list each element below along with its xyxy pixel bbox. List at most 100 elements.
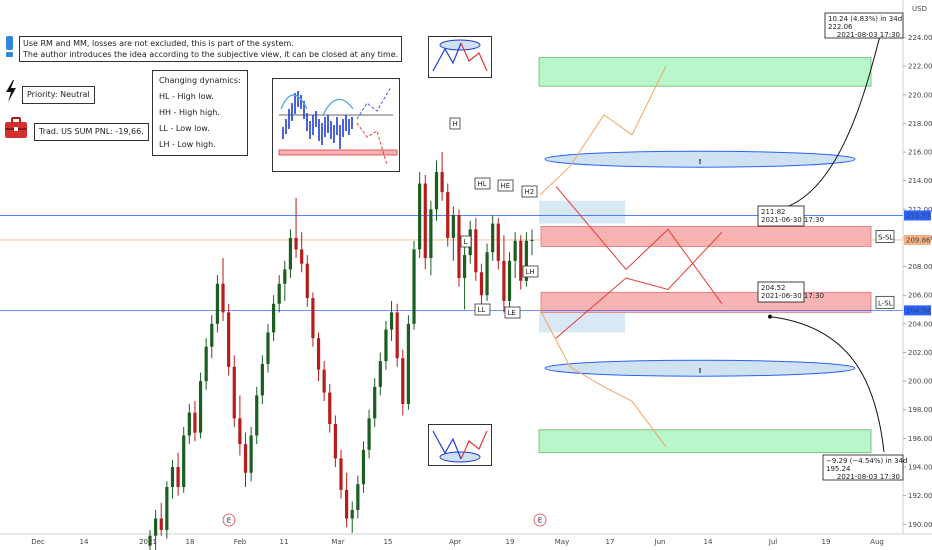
dynamics-box[interactable]: Changing dynamics: HL - High low. HH - H… (152, 70, 248, 156)
candle-body (451, 215, 455, 238)
y-tick-label: 220.00 (908, 91, 932, 99)
candle-body (474, 229, 478, 273)
short-sl-zone (540, 226, 872, 247)
candle-body (232, 366, 236, 419)
candle-body (187, 412, 191, 436)
candle-body (530, 239, 534, 241)
swing-label-le: LE (504, 306, 521, 319)
earnings-text: E (538, 517, 542, 525)
swing-label-bg (521, 185, 538, 198)
candle-body (221, 283, 225, 313)
candle-body (401, 358, 405, 405)
y-tick-label: 192.00 (908, 492, 932, 500)
x-tick-label: Jun (654, 538, 666, 546)
candle-body (412, 249, 416, 324)
candle-body (395, 312, 399, 359)
swing-label-text: H2 (525, 188, 535, 196)
candle-body (294, 237, 298, 250)
measure-box-top-text: 222.06 (828, 23, 853, 31)
candle-body (255, 395, 259, 436)
y-tick-label: 190.00 (908, 521, 932, 529)
x-tick-label: 14 (704, 538, 713, 546)
swing-label-text: LE (508, 309, 516, 317)
y-tick-label: 198.00 (908, 406, 932, 414)
earnings-circle (533, 513, 547, 527)
dynamics-title: Changing dynamics: (159, 76, 241, 85)
candle-body (356, 484, 360, 510)
swing-label-text: LH (526, 268, 535, 276)
price-badge (904, 234, 931, 245)
x-tick-label: 17 (606, 538, 615, 546)
price-badge (904, 210, 931, 221)
candle-body (182, 435, 186, 488)
x-tick-label: Feb (234, 538, 247, 546)
candle-body (249, 435, 253, 473)
info-icon (6, 36, 13, 57)
candle-body (165, 487, 169, 530)
swing-label-bg (474, 303, 491, 316)
y-tick-label: 212.00 (908, 206, 932, 214)
x-tick-label: Aug (870, 538, 884, 546)
l-sl-tag: L-SL (875, 295, 895, 309)
swing-label-text: HL (478, 180, 487, 188)
swing-label-bg (460, 235, 472, 248)
candle-body (378, 361, 382, 387)
currency-label: USD (912, 5, 927, 13)
y-tick-label: 204.00 (908, 320, 932, 328)
priority-label[interactable]: Priority: Neutral (22, 86, 95, 104)
price-scale[interactable] (903, 0, 932, 534)
candle-body (462, 255, 467, 279)
info-note-line2: The author introduces the idea according… (23, 50, 399, 59)
x-tick-label: Jul (768, 538, 778, 546)
info-note-line1: Use RM and MM, losses are not excluded, … (23, 39, 294, 48)
y-tick-label: 196.00 (908, 435, 932, 443)
swing-label-bg (522, 265, 539, 278)
swing-label-text: HE (501, 182, 511, 190)
candle-body (429, 209, 433, 258)
candle-body (384, 329, 388, 362)
level-box-lower-text: 2021-06-30 17:30 (761, 292, 824, 300)
measure-anchor-bottom (768, 314, 772, 319)
alert-exclamation: ! (698, 367, 701, 375)
candle-body (457, 215, 461, 279)
candle-body (333, 424, 337, 459)
blue-zone-lower (539, 309, 625, 333)
candles-group (148, 152, 534, 550)
level-box-lower-text: 204.52 (761, 284, 786, 292)
candle-body (423, 183, 427, 258)
pnl-label[interactable]: Trad. US SUM PNL: -19,66. (34, 123, 149, 141)
y-tick-label: 208.00 (908, 263, 932, 271)
alert-exclamation: ! (698, 158, 701, 166)
long-scenario-path (555, 231, 723, 339)
y-tick-label: 218.00 (908, 120, 932, 128)
candle-body (260, 363, 264, 396)
pattern-inset (272, 78, 400, 172)
candle-body (227, 312, 231, 367)
info-note[interactable]: Use RM and MM, losses are not excluded, … (19, 36, 403, 62)
x-tick-label: 11 (280, 538, 289, 546)
candle-body (524, 240, 528, 281)
candle-body (300, 249, 304, 264)
measure-box-top-text: 2021-08-03 17:30 (837, 31, 900, 39)
candle-body (485, 252, 489, 296)
candle-body (350, 509, 354, 519)
swing-label-bg (474, 177, 491, 190)
target-zone-bottom (538, 429, 872, 454)
swing-label-bg (504, 306, 521, 319)
candle-body (283, 269, 287, 284)
s-sl-tag-text: S-SL (878, 234, 893, 242)
dynamics-item: HL - High low. (159, 92, 214, 101)
candle-body (328, 392, 332, 425)
swing-label-he: HE (497, 179, 514, 192)
swing-label-text: LL (478, 306, 486, 314)
candle-body (418, 183, 422, 250)
candle-body (243, 444, 248, 473)
alert-ellipse-bottom (544, 359, 856, 377)
y-tick-label: 194.00 (908, 464, 932, 472)
price-badge-label: 209.86 (906, 236, 931, 244)
candle-body (148, 535, 152, 546)
measure-box-bottom-bg (822, 454, 904, 481)
candle-body (513, 240, 517, 261)
candle-body (389, 312, 394, 330)
